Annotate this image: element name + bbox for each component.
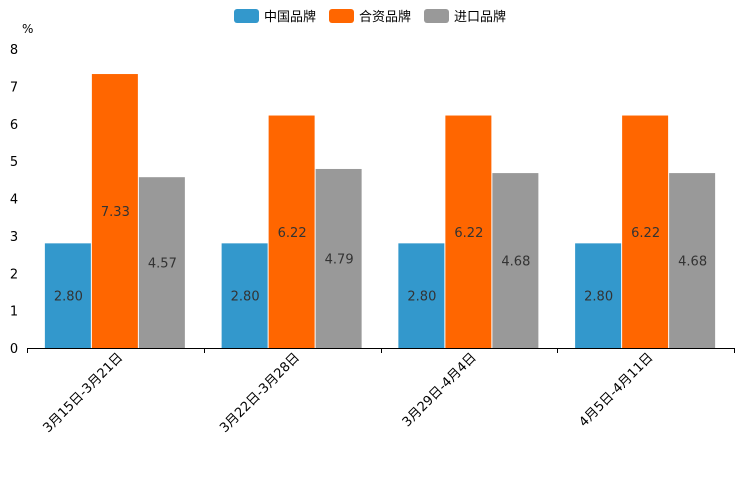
- bar: [622, 115, 669, 348]
- bars: 2.80 7.33 4.57 2.80 6.22 4.79 2.80 6.22 4.68 2.80…: [44, 74, 716, 348]
- x-axis: 3月15日-3月21日 3月22日-3月28日 3月29日-4月4日 4月5日-4月1…: [27, 348, 735, 436]
- data-label: 4.68: [501, 255, 530, 270]
- bar: [492, 173, 539, 348]
- y-tick-label: 7: [10, 80, 18, 95]
- bar: [575, 243, 622, 348]
- bar: [445, 115, 492, 348]
- legend-label: 合资品牌: [359, 9, 411, 25]
- data-label: 2.80: [584, 290, 613, 305]
- data-label: 2.80: [231, 290, 260, 305]
- legend: 中国品牌 合资品牌 进口品牌: [234, 9, 506, 25]
- legend-swatch: [329, 9, 354, 23]
- data-label: 4.79: [325, 252, 354, 267]
- y-tick-label: 1: [10, 305, 18, 320]
- bar: [138, 177, 185, 348]
- data-label: 6.22: [631, 226, 660, 241]
- data-label: 6.22: [278, 226, 307, 241]
- legend-item[interactable]: 中国品牌: [234, 9, 316, 25]
- bar: [268, 115, 315, 348]
- legend-item[interactable]: 合资品牌: [329, 9, 411, 25]
- legend-item[interactable]: 进口品牌: [424, 9, 506, 25]
- data-label: 4.68: [678, 255, 707, 270]
- legend-swatch: [234, 9, 259, 23]
- bar: [398, 243, 445, 348]
- y-tick-label: 2: [10, 267, 18, 282]
- y-tick-label: 3: [10, 230, 18, 245]
- y-axis-unit-label: %: [22, 22, 33, 36]
- legend-label: 进口品牌: [454, 9, 506, 25]
- legend-swatch: [424, 9, 449, 23]
- bar: [669, 173, 716, 348]
- y-tick-label: 6: [10, 118, 18, 133]
- bar: [91, 74, 138, 348]
- x-category-label: 4月5日-4月11日: [577, 350, 657, 430]
- legend-label: 中国品牌: [264, 9, 316, 25]
- data-label: 7.33: [101, 205, 130, 220]
- bar: [221, 243, 268, 348]
- x-category-label: 3月15日-3月21日: [40, 350, 126, 436]
- data-label: 2.80: [54, 290, 83, 305]
- bar: [44, 243, 91, 348]
- y-tick-label: 8: [10, 43, 18, 58]
- y-tick-label: 5: [10, 155, 18, 170]
- data-label: 6.22: [454, 226, 483, 241]
- x-category-label: 3月29日-4月4日: [400, 350, 480, 430]
- y-tick-label: 4: [10, 193, 18, 208]
- data-label: 4.57: [148, 257, 177, 272]
- data-label: 2.80: [407, 290, 436, 305]
- x-category-label: 3月22日-3月28日: [217, 350, 303, 436]
- bar: [315, 168, 362, 348]
- y-axis: 0 1 2 3 4 5 6 7 8: [10, 43, 18, 357]
- y-tick-label: 0: [10, 342, 18, 357]
